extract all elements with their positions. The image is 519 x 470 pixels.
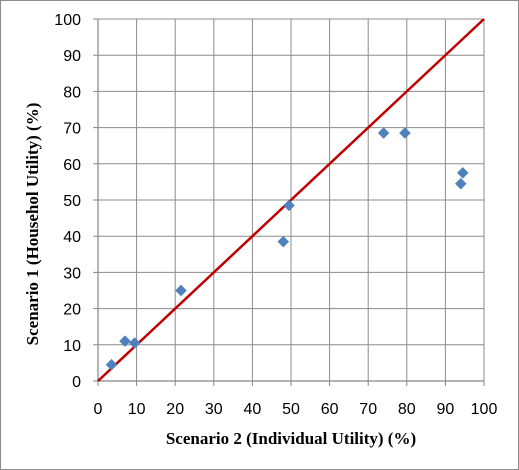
x-tick-label: 50 [282, 401, 300, 418]
y-tick-label: 40 [63, 229, 81, 246]
x-tick-label: 70 [359, 401, 377, 418]
data-points [105, 127, 469, 371]
data-point-diamond [283, 199, 295, 212]
x-tick-label: 30 [205, 401, 223, 418]
y-tick-label: 50 [63, 193, 81, 210]
x-tick-label: 80 [398, 401, 416, 418]
y-tick-label: 10 [63, 338, 81, 355]
y-axis-title: Scenario 1 (Househol Utility) (%) [23, 103, 42, 346]
y-tick-label: 30 [63, 265, 81, 282]
y-tick-label: 60 [63, 157, 81, 174]
data-point-diamond [119, 335, 131, 348]
x-tick-label: 0 [94, 401, 103, 418]
x-tick-label: 100 [471, 401, 498, 418]
x-tick-label: 60 [321, 401, 339, 418]
data-point-diamond [456, 166, 469, 179]
axes [93, 18, 485, 386]
x-tick-label: 10 [128, 401, 146, 418]
reference-line-layer [97, 18, 485, 382]
data-point-diamond [377, 127, 390, 139]
y-tick-label: 80 [63, 84, 81, 101]
x-axis-title: Scenario 2 (Individual Utility) (%) [166, 429, 416, 448]
grid-lines [97, 18, 485, 382]
data-point-diamond [128, 337, 141, 349]
y-tick-label: 0 [72, 374, 81, 391]
y-tick-label: 20 [63, 302, 81, 319]
x-tick-label: 90 [437, 401, 455, 418]
data-point-diamond [277, 235, 290, 248]
y-tick-labels: 0 10 20 30 40 50 60 70 80 90 100 [54, 12, 81, 391]
y-tick-label: 70 [63, 121, 81, 138]
x-tick-labels: 0 10 20 30 40 50 60 70 80 90 100 [94, 401, 498, 418]
y-tick-label: 100 [54, 12, 81, 29]
data-point-diamond [105, 358, 118, 371]
x-tick-label: 20 [166, 401, 184, 418]
x-tick-label: 40 [244, 401, 262, 418]
reference-line [97, 18, 485, 382]
y-tick-label: 90 [63, 48, 81, 65]
data-point-diamond [399, 127, 411, 139]
data-point-diamond [175, 284, 187, 297]
data-point-diamond [454, 177, 467, 190]
